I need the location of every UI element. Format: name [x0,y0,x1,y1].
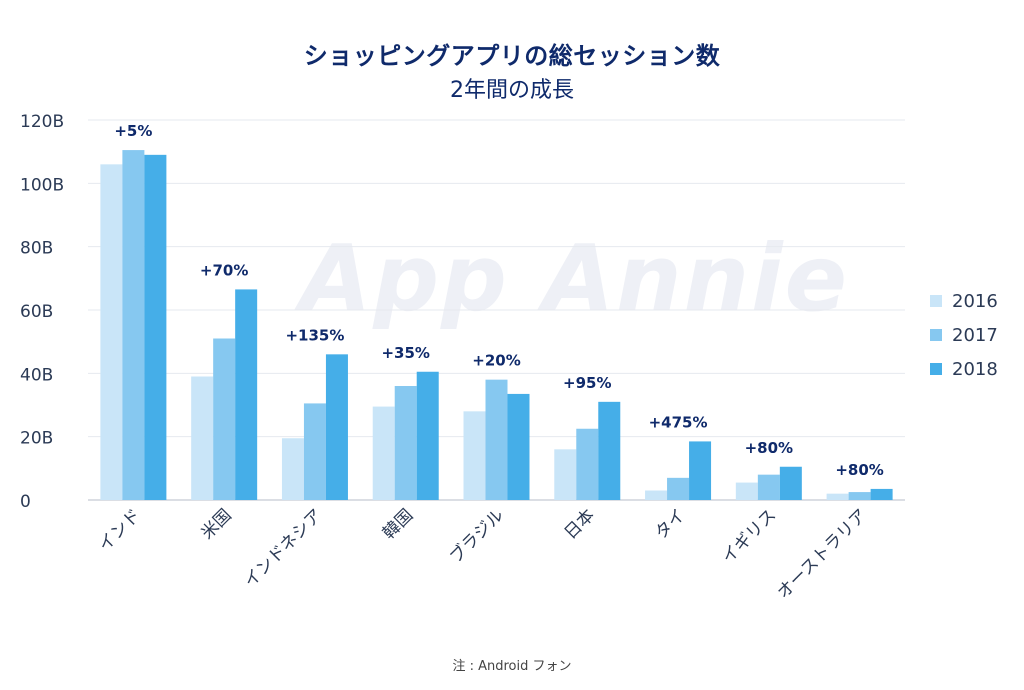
bar-2018 [235,289,258,500]
bar-2017 [122,150,145,501]
bar-2017 [667,477,690,500]
x-tick-label: インド [95,505,145,555]
bar-2016 [281,438,304,500]
legend-swatch-2016 [930,295,942,307]
bar-2016 [372,406,395,500]
footnote: 注 : Android フォン [452,659,572,674]
legend-item-2016: 2016 [930,284,998,318]
bar-2017 [485,379,508,500]
bar-2016 [191,376,214,500]
x-tick-label: 日本 [561,505,599,543]
bar-2018 [325,354,348,500]
bar-2017 [576,428,599,500]
legend-item-2018: 2018 [930,352,998,386]
bar-2018 [779,466,802,500]
bar-2018 [870,488,893,500]
growth-annotation: +70% [200,261,248,279]
bar-2017 [757,474,780,500]
growth-annotation: +20% [472,352,520,370]
bar-2017 [303,403,326,500]
growth-annotation: +475% [649,413,708,431]
chart-subtitle: 2年間の成長 [450,78,574,103]
y-tick-label: 120B [20,112,64,132]
growth-annotation: +95% [563,374,611,392]
y-tick-label: 100B [20,175,64,195]
bar-2018 [144,154,167,501]
legend-label-2018: 2018 [952,358,998,380]
bar-2016 [645,490,668,500]
legend-swatch-2018 [930,363,942,375]
bar-2016 [463,411,486,500]
bar-2016 [826,493,849,500]
bar-2016 [554,449,577,500]
watermark: App Annie [300,225,850,332]
x-tick-label: オーストラリア [773,505,871,603]
growth-annotation: +80% [745,439,793,457]
legend: 2016 2017 2018 [930,284,998,386]
growth-annotation: +135% [285,326,344,344]
y-tick-label: 0 [20,492,31,512]
y-tick-label: 20B [20,429,53,449]
growth-annotation: +80% [835,461,883,479]
growth-annotation: +35% [381,344,429,362]
bar-2016 [100,164,123,501]
legend-swatch-2017 [930,329,942,341]
y-tick-label: 80B [20,239,53,259]
bar-2016 [735,482,758,500]
legend-item-2017: 2017 [930,318,998,352]
growth-annotation: +5% [114,122,152,140]
y-tick-label: 60B [20,302,53,322]
x-tick-label: ブラジル [445,505,508,568]
bar-2018 [598,401,621,500]
bar-2017 [394,386,417,500]
x-tick-label: 韓国 [379,505,417,543]
bar-2017 [848,492,871,500]
x-tick-label: イギリス [718,505,780,567]
x-tick-label: インドネシア [240,505,326,591]
x-tick-label: タイ [651,505,689,543]
legend-label-2017: 2017 [952,324,998,346]
bar-2017 [213,338,236,500]
chart-title: ショッピングアプリの総セッション数 [303,42,721,70]
legend-label-2016: 2016 [952,290,998,312]
y-tick-label: 40B [20,365,53,385]
bar-2018 [689,441,712,500]
x-tick-label: 米国 [198,505,236,543]
bar-2018 [416,371,439,500]
bar-2018 [507,393,530,500]
